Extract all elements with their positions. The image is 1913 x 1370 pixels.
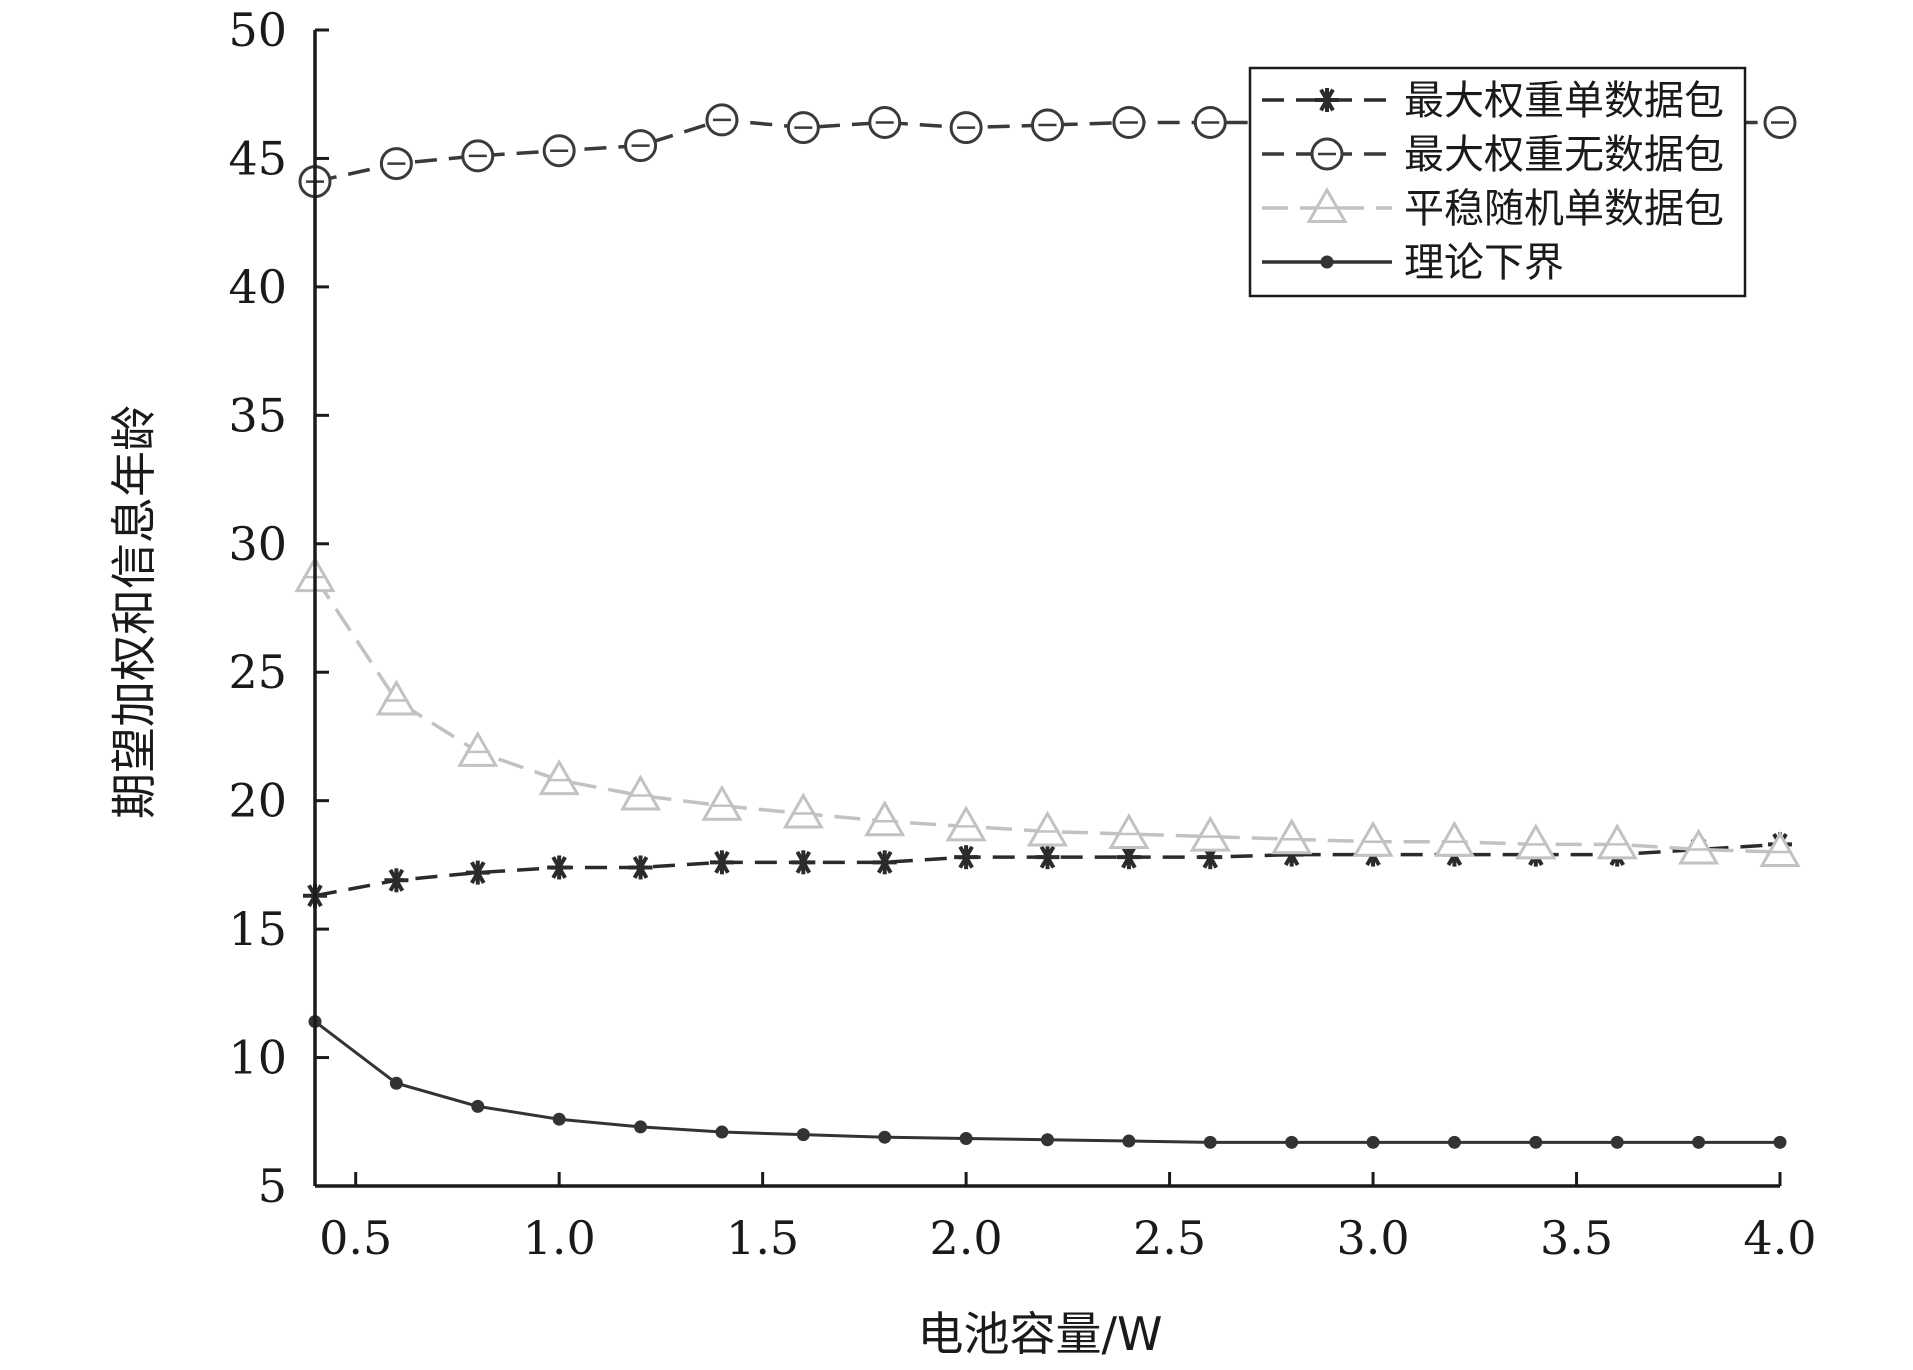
data-point xyxy=(461,139,495,173)
legend-label: 平稳随机单数据包 xyxy=(1404,186,1724,232)
data-point xyxy=(1610,1135,1624,1149)
x-tick-label: 1.0 xyxy=(523,1211,596,1265)
data-point xyxy=(1203,1135,1217,1149)
data-point xyxy=(1515,823,1557,860)
y-tick-label: 30 xyxy=(228,517,287,571)
data-point xyxy=(954,845,979,870)
data-point xyxy=(375,679,417,716)
data-point xyxy=(634,1120,648,1134)
x-tick-label: 2.5 xyxy=(1133,1211,1206,1265)
data-point xyxy=(1529,1135,1543,1149)
data-point xyxy=(1692,1135,1706,1149)
data-point xyxy=(709,850,734,875)
x-axis-title: 电池容量/W xyxy=(918,1307,1163,1361)
y-tick-label: 10 xyxy=(228,1031,287,1085)
y-tick-label: 50 xyxy=(228,3,287,57)
x-tick-label: 1.5 xyxy=(726,1211,799,1265)
data-point xyxy=(796,1128,810,1142)
y-tick-label: 40 xyxy=(228,260,287,314)
y-tick-label: 45 xyxy=(228,131,287,185)
data-point xyxy=(864,800,906,837)
series-2 xyxy=(294,556,1801,868)
data-point xyxy=(1271,818,1313,855)
data-point xyxy=(538,759,580,796)
data-point xyxy=(872,850,897,875)
data-point xyxy=(1678,828,1720,865)
data-point xyxy=(1116,845,1141,870)
data-point xyxy=(465,860,490,885)
data-point xyxy=(1108,813,1150,850)
data-point xyxy=(628,855,653,880)
data-point xyxy=(868,105,902,139)
data-point xyxy=(547,855,572,880)
y-tick-label: 35 xyxy=(228,388,287,442)
legend-marker xyxy=(1320,255,1334,269)
data-point xyxy=(1041,1133,1054,1147)
data-point xyxy=(715,1125,729,1139)
y-tick-label: 15 xyxy=(228,902,287,956)
x-tick-label: 4.0 xyxy=(1743,1211,1816,1265)
data-point xyxy=(1035,845,1060,870)
y-axis-title: 期望加权和信息年龄 xyxy=(107,405,161,819)
data-point xyxy=(379,147,413,181)
data-point xyxy=(1285,1135,1299,1149)
x-tick-label: 3.5 xyxy=(1540,1211,1613,1265)
legend-entry: 平稳随机单数据包 xyxy=(1262,186,1724,232)
data-point xyxy=(1031,108,1064,142)
y-tick-label: 20 xyxy=(228,774,287,828)
data-point xyxy=(1352,820,1394,857)
axes xyxy=(313,28,1782,1188)
data-point xyxy=(786,111,820,145)
legend-entry: 最大权重单数据包 xyxy=(1262,78,1724,124)
data-point xyxy=(791,850,816,875)
data-point xyxy=(701,784,743,821)
data-point xyxy=(542,134,576,168)
data-point xyxy=(1112,105,1146,139)
data-point xyxy=(959,1131,973,1145)
legend-label: 最大权重无数据包 xyxy=(1404,132,1724,178)
legend-marker xyxy=(1310,137,1344,171)
data-point xyxy=(552,1112,566,1126)
data-point xyxy=(384,868,409,893)
data-point xyxy=(1122,1134,1136,1148)
legend-marker xyxy=(1306,186,1348,223)
data-point xyxy=(1026,810,1069,847)
data-point xyxy=(1763,105,1797,139)
series-3 xyxy=(308,1015,1787,1149)
data-point xyxy=(945,805,987,842)
data-point xyxy=(1596,823,1638,860)
tick-labels: 5 10 15 20 25 30 35 40 45 50 0.5 1.0 1.5 2.0 2.5 3.0 3.5… xyxy=(228,3,1816,1265)
data-point xyxy=(389,1076,403,1090)
legend-label: 理论下界 xyxy=(1404,240,1564,286)
data-point xyxy=(471,1099,485,1113)
data-point xyxy=(1773,1135,1787,1149)
legend-entry: 最大权重无数据包 xyxy=(1262,132,1724,178)
legend-marker xyxy=(1315,88,1339,112)
y-tick-label: 25 xyxy=(228,645,287,699)
data-point xyxy=(782,792,824,829)
data-point xyxy=(457,730,499,767)
x-tick-label: 3.0 xyxy=(1336,1211,1409,1265)
data-point xyxy=(1366,1135,1380,1149)
data-point xyxy=(949,111,983,145)
legend-label: 最大权重单数据包 xyxy=(1404,78,1724,124)
legend-entry: 理论下界 xyxy=(1262,240,1564,286)
data-point xyxy=(878,1130,892,1144)
series-line xyxy=(314,1020,1780,1144)
data-point xyxy=(1433,820,1476,857)
data-point xyxy=(1189,815,1231,852)
y-tick-label: 5 xyxy=(258,1159,287,1213)
data-point xyxy=(1193,105,1227,139)
x-tick-label: 0.5 xyxy=(319,1211,392,1265)
data-point xyxy=(1447,1135,1461,1149)
data-point xyxy=(1759,831,1801,868)
x-tick-label: 2.0 xyxy=(930,1211,1003,1265)
data-point xyxy=(705,103,739,137)
data-point xyxy=(624,129,658,163)
data-point xyxy=(619,774,662,811)
